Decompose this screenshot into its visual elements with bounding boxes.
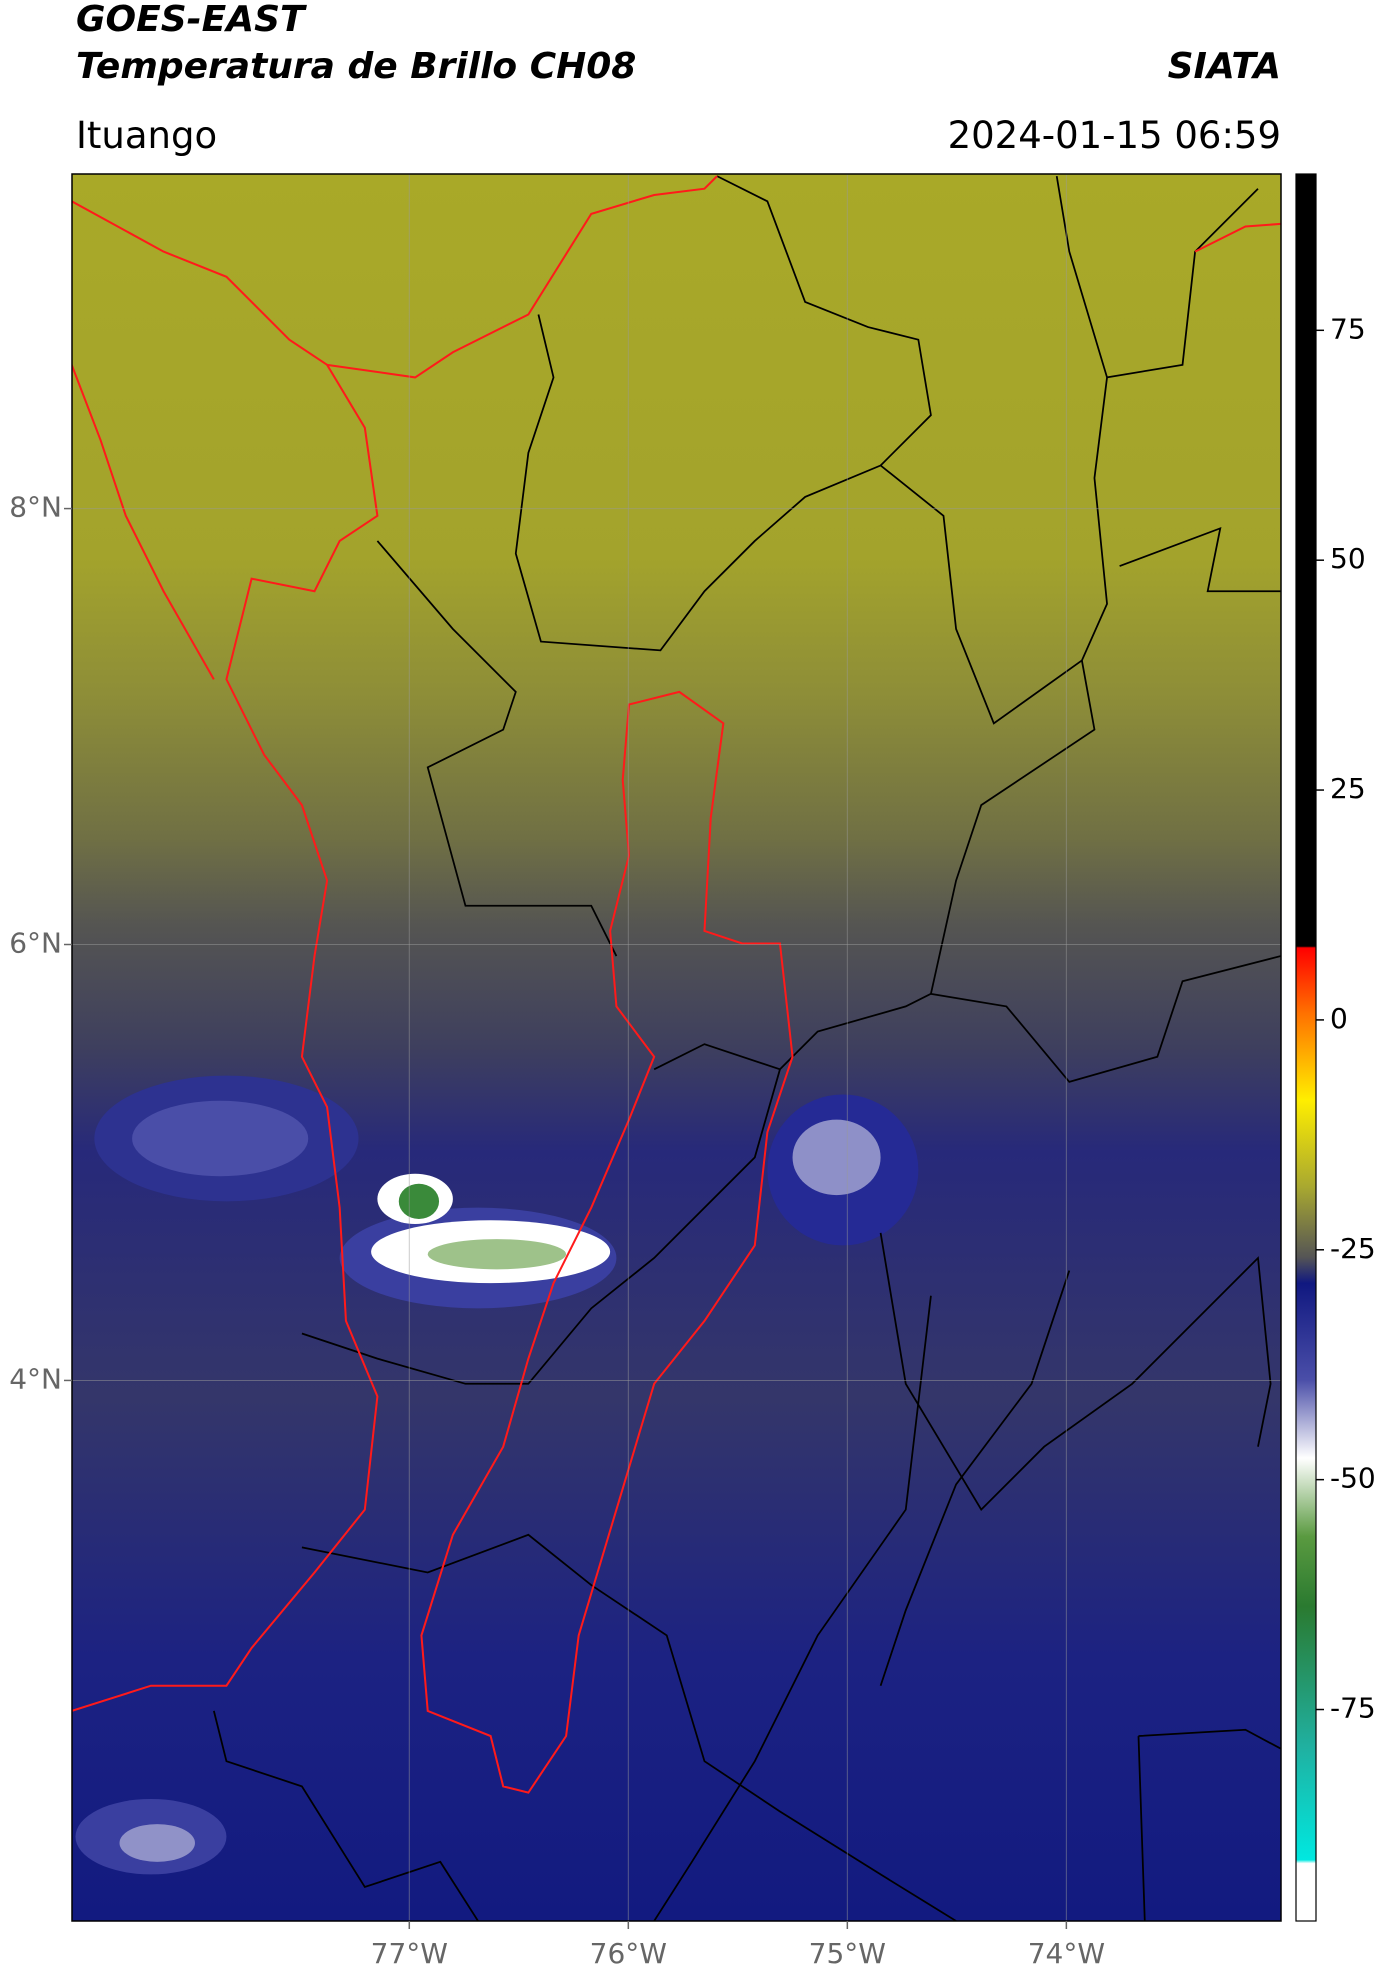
title: GOES-EAST bbox=[76, 0, 307, 40]
colorbar-tick-label: 50 bbox=[1330, 542, 1366, 575]
x-tick-label: 74°W bbox=[1028, 1937, 1105, 1970]
colorbar-tick-label: 0 bbox=[1330, 1002, 1348, 1035]
colorbar-tick-label: 75 bbox=[1330, 312, 1366, 345]
map-frame bbox=[71, 173, 1282, 1922]
graticule bbox=[72, 174, 1281, 1921]
colorbar-tick-label: -75 bbox=[1330, 1692, 1376, 1725]
subtitle: Temperatura de Brillo CH08 bbox=[76, 46, 636, 87]
temperature-field bbox=[72, 174, 1281, 1921]
colorbar bbox=[1295, 173, 1317, 1922]
colorbar-tick-label: -25 bbox=[1330, 1232, 1376, 1265]
y-tick-label: 8°N bbox=[9, 491, 62, 524]
map-area bbox=[72, 174, 1281, 1921]
source: SIATA bbox=[1168, 46, 1281, 87]
y-tick-label: 6°N bbox=[9, 927, 62, 960]
colorbar-tick-label: -50 bbox=[1330, 1462, 1376, 1495]
x-tick-label: 75°W bbox=[809, 1937, 886, 1970]
coast-and-basin bbox=[72, 175, 1281, 1794]
region: Ituango bbox=[76, 114, 217, 157]
x-tick-label: 76°W bbox=[590, 1937, 667, 1970]
tick-labels: 77°W 76°W 75°W 74°W 8°N 6°N 4°N 75 50 25 0 -25 -50 -7… bbox=[9, 312, 1376, 1970]
y-tick-label: 4°N bbox=[9, 1362, 62, 1395]
colorbar-tick-label: 25 bbox=[1330, 772, 1366, 805]
admin-boundaries bbox=[213, 175, 1281, 1921]
datetime: 2024-01-15 06:59 bbox=[948, 114, 1281, 157]
x-tick-label: 77°W bbox=[371, 1937, 448, 1970]
